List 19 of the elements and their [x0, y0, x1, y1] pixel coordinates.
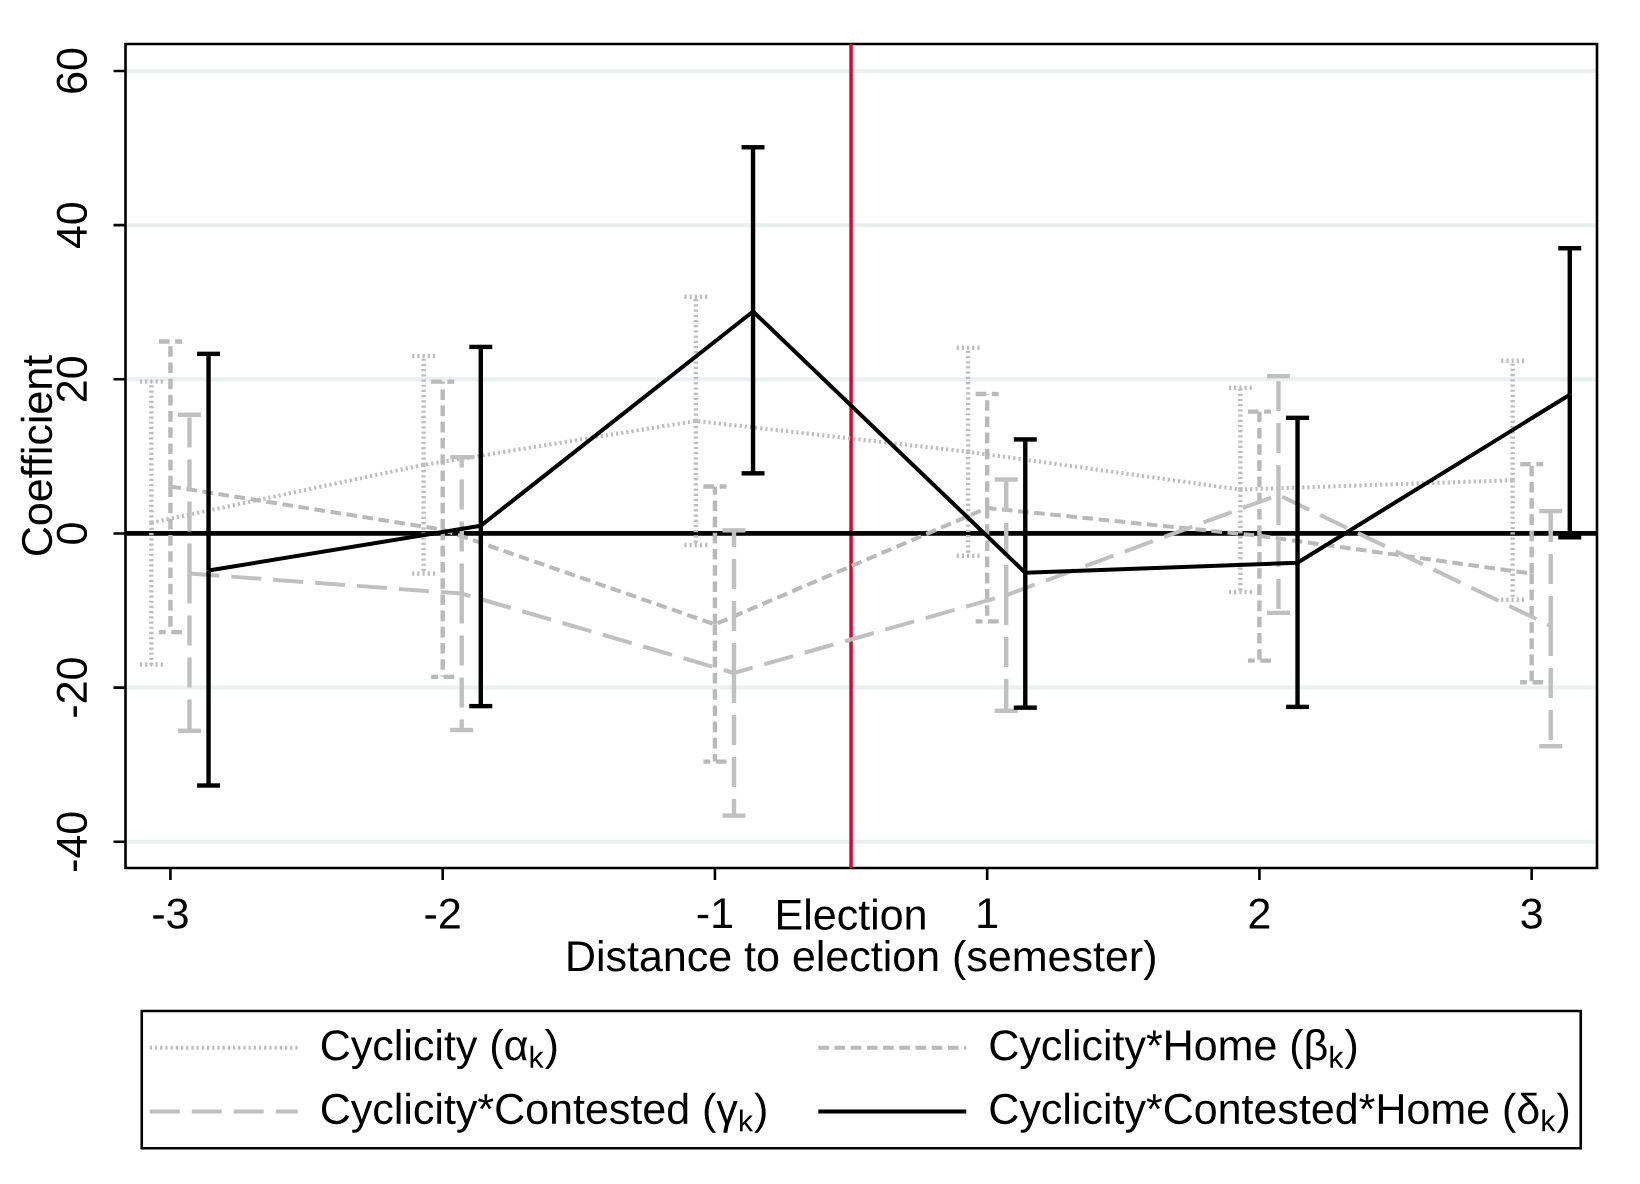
- legend-label: Cyclicity*Contested*Home (δ$_{k}$): [990, 1092, 1569, 1133]
- y-tick-label: 60: [56, 48, 88, 93]
- y-tick-label: 20: [56, 357, 88, 402]
- x-tick-label: -3: [153, 898, 188, 929]
- x-tick-label: 1: [978, 898, 998, 928]
- y-tick-label: 0: [56, 523, 88, 544]
- y-tick-label: 40: [56, 202, 88, 249]
- legend-label: Cyclicity (α$_{k}$): [321, 1029, 557, 1070]
- legend-label: Cyclicity*Contested (γ$_{k}$): [321, 1092, 766, 1133]
- x-axis-title: Distance to election (semester): [568, 939, 1155, 981]
- legend-label: Cyclicity*Home (β$_{k}$): [990, 1029, 1357, 1070]
- x-tick-label: -2: [425, 898, 460, 929]
- x-tick-label: 3: [1521, 898, 1542, 929]
- y-axis-title: Coefficient: [20, 355, 53, 555]
- x-tick-label: Election: [778, 898, 925, 930]
- x-tick-label: -1: [697, 898, 732, 928]
- y-tick-label: -20: [56, 658, 88, 717]
- x-tick-label: 2: [1249, 898, 1270, 929]
- y-tick-label: -40: [56, 812, 88, 871]
